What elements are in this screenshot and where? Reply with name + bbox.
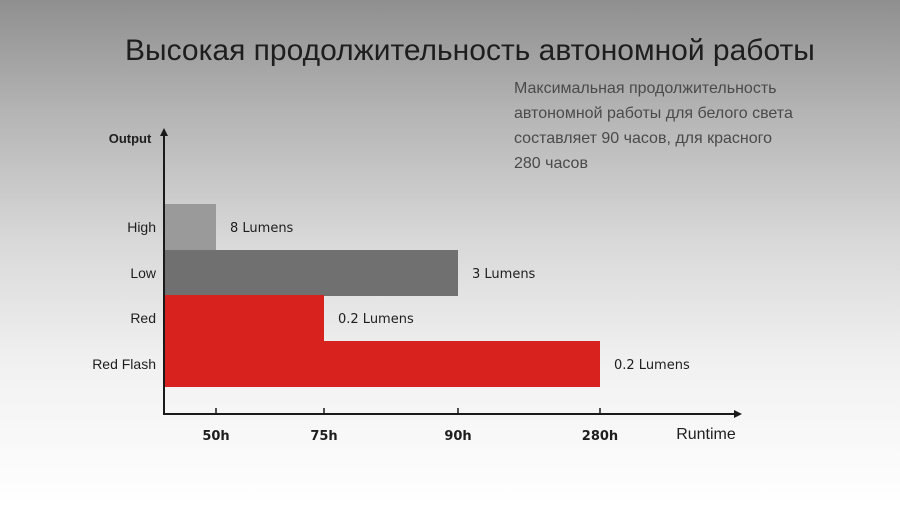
x-tick-label: 75h — [310, 429, 337, 444]
x-tick-label: 280h — [582, 429, 618, 444]
bar-high — [164, 204, 216, 250]
data-label: 0.2 Lumens — [338, 312, 414, 327]
y-axis-arrow — [160, 128, 168, 136]
note-line: 280 часов — [514, 155, 588, 172]
category-label: High — [127, 219, 156, 235]
data-label: 3 Lumens — [472, 267, 536, 282]
x-axis-arrow — [734, 410, 742, 418]
note-line: составляет 90 часов, для красного — [514, 130, 773, 147]
data-label: 8 Lumens — [230, 221, 294, 236]
data-label: 0.2 Lumens — [614, 358, 690, 373]
category-label: Red Flash — [92, 356, 156, 372]
category-label: Red — [130, 310, 156, 326]
runtime-note: Максимальная продолжительность автономно… — [514, 76, 854, 176]
x-axis-title: Runtime — [676, 426, 736, 443]
y-axis-title: Output — [109, 131, 152, 146]
bar-red-flash — [164, 341, 600, 387]
bar-low — [164, 250, 458, 296]
page-title: Высокая продолжительность автономной раб… — [125, 34, 815, 67]
note-line: автономной работы для белого света — [514, 105, 793, 122]
note-line: Максимальная продолжительность — [514, 80, 777, 97]
x-tick-label: 50h — [202, 429, 229, 444]
category-label: Low — [130, 265, 157, 281]
x-tick-label: 90h — [444, 429, 471, 444]
bar-red — [164, 295, 324, 341]
